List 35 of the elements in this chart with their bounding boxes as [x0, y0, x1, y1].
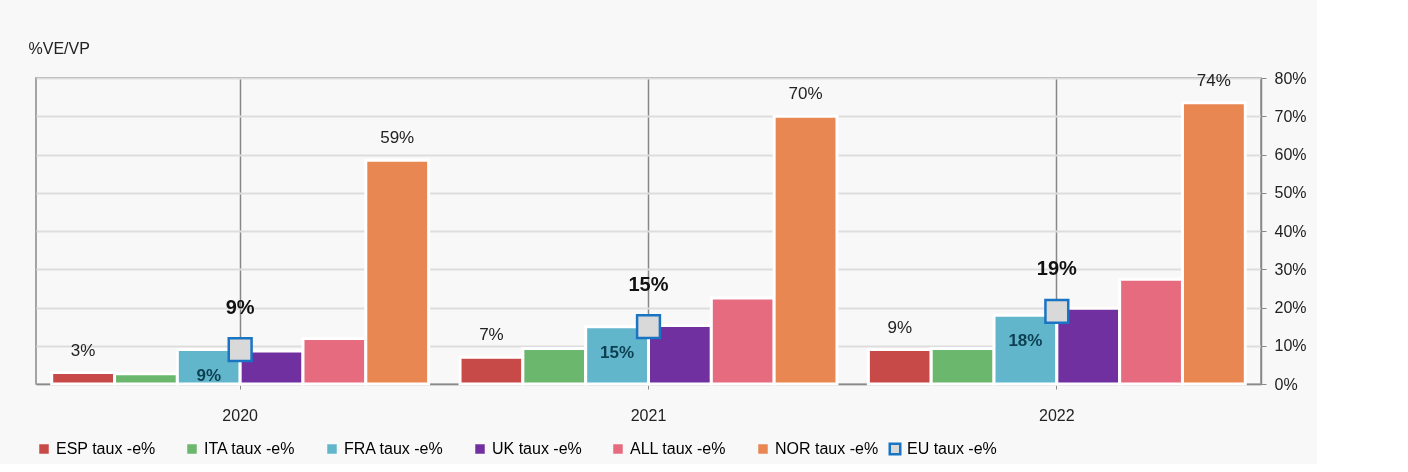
legend-label: NOR taux -e%: [775, 440, 879, 457]
y-tick-label: 50%: [1274, 184, 1307, 202]
legend-label: ALL taux -e%: [630, 440, 726, 457]
data-label: 9%: [196, 365, 222, 385]
point: [635, 313, 662, 340]
y-tick-label: 70%: [1274, 107, 1307, 125]
data-label: 9%: [887, 317, 913, 337]
x-tick-label: 2021: [630, 406, 667, 424]
point: [1044, 298, 1070, 324]
data-label: 74%: [1196, 70, 1231, 90]
data-label: 15%: [600, 342, 635, 362]
data-label: 7%: [479, 325, 504, 345]
y-tick-label: 10%: [1274, 337, 1307, 355]
point: [227, 336, 253, 363]
legend-label: UK taux -e%: [492, 440, 582, 457]
data-label: 18%: [1008, 331, 1043, 351]
legend-label: FRA taux -e%: [344, 440, 443, 457]
y-tick-label: 20%: [1274, 299, 1307, 316]
y-axis-title: %VE/VP: [28, 39, 90, 57]
y-tick-label: 0%: [1274, 375, 1298, 393]
x-tick-label: 2020: [222, 406, 259, 424]
y-tick-label: 60%: [1274, 146, 1307, 163]
x-tick-label: 2022: [1039, 406, 1075, 424]
y-tick-label: 30%: [1274, 260, 1307, 278]
y-tick-label: 40%: [1274, 222, 1307, 240]
data-label: 15%: [628, 272, 669, 295]
legend-label: ITA taux -e%: [204, 440, 295, 457]
data-label: 3%: [70, 340, 96, 360]
legend-label: ESP taux -e%: [56, 440, 156, 457]
data-label: 9%: [225, 295, 255, 318]
data-label: 70%: [788, 84, 823, 104]
data-label: 59%: [380, 128, 415, 148]
y-tick-label: 80%: [1274, 69, 1307, 87]
data-label: 19%: [1036, 257, 1078, 280]
legend-label: EU taux -e%: [907, 440, 997, 457]
